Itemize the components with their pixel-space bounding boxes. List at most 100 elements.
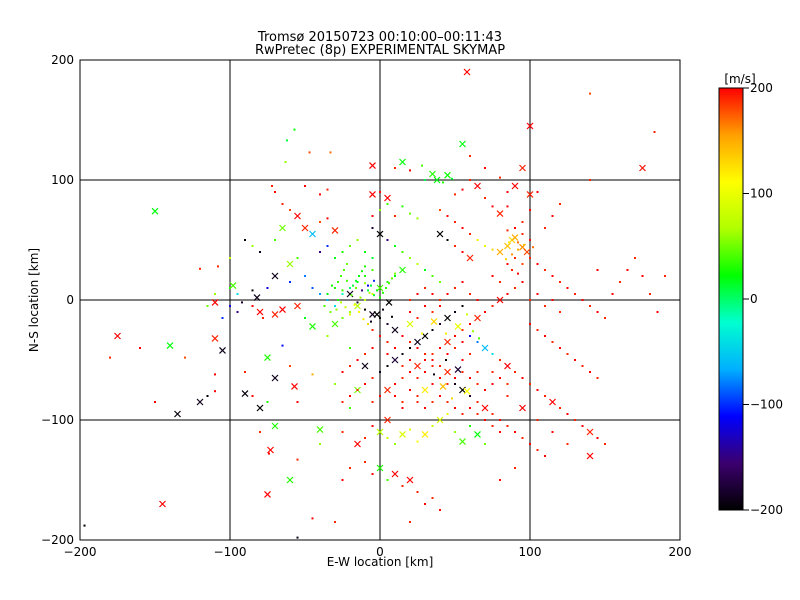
point-dot [529,239,531,241]
point-dot [664,275,666,277]
point-dot [484,389,486,391]
point-dot [469,353,471,355]
point-dot [244,239,246,241]
point-dot [506,425,509,427]
point-dot [337,281,339,283]
point-dot [476,239,479,241]
point-dot [409,428,411,431]
x-tick-label: 100 [519,545,542,559]
point-dot [334,287,336,289]
point-dot [386,353,389,355]
point-dot [416,263,419,265]
point-dot [371,425,374,427]
point-dot [431,359,434,361]
point-dot [461,251,464,253]
point-dot [379,191,381,193]
point-dot [581,365,584,367]
point-x-marker [253,294,261,302]
point-x-marker [376,230,384,238]
point-x-marker [586,428,594,436]
point-x-marker [454,366,462,374]
point-dot [206,305,209,307]
point-dot [371,473,374,475]
point-dot [409,521,411,523]
point-dot [461,359,464,361]
point-dot [356,239,359,241]
point-dot [409,371,411,373]
point-dot [401,205,404,208]
point-x-marker [511,234,519,242]
point-dot [386,479,389,481]
point-x-marker [376,428,384,436]
point-dot [259,431,261,433]
point-dot [364,275,366,277]
point-x-marker [459,386,466,394]
point-dot [461,341,464,343]
point-dot [379,209,381,211]
point-x-marker [331,320,339,328]
point-dot [454,245,456,247]
point-x-marker [444,171,451,179]
point-x-marker [436,416,444,424]
point-dot [394,395,396,397]
point-x-marker [384,416,391,424]
point-x-marker [414,362,421,370]
point-dot [241,301,243,304]
point-dot [364,251,366,253]
point-dot [499,431,501,433]
point-dot [439,377,441,379]
point-dot [251,305,254,307]
point-x-marker [211,298,219,306]
point-dot [596,311,599,313]
point-dot [364,383,366,385]
point-dot [416,347,419,349]
point-dot [343,269,345,271]
point-x-marker [384,194,391,202]
colorbar-tick-label: −200 [750,503,783,517]
point-dot [544,335,546,337]
point-dot [514,431,516,433]
point-dot [551,299,554,301]
point-x-marker [294,212,301,220]
point-dot [319,293,321,295]
point-dot [199,267,201,270]
point-dot [266,401,269,403]
point-dot [341,293,344,295]
point-dot [544,395,546,397]
point-dot [217,265,219,268]
point-dot [439,305,441,307]
point-dot [401,485,404,487]
point-x-marker [429,170,436,178]
point-x-marker [433,176,441,184]
point-x-marker [354,440,361,448]
point-dot [361,289,363,292]
plot-frame [79,59,681,541]
point-dot [454,347,456,349]
point-dot [394,383,396,385]
point-dot [214,373,216,376]
point-dot [446,383,449,385]
point-dot [476,299,479,301]
point-dot [544,227,546,229]
point-dot [581,299,584,301]
point-dot [379,317,381,319]
y-axis-ticks: −200 −100 0 100 200 [41,53,74,547]
point-dot [461,227,464,229]
point-dot [421,164,423,167]
point-x-marker [279,224,286,232]
point-x-marker [454,322,462,330]
point-dot [386,281,389,283]
point-x-marker [286,260,294,268]
point-x-marker [406,476,414,484]
point-dot [311,517,314,520]
point-x-marker [211,334,219,342]
x-tick-label: 200 [669,545,692,559]
point-dot [364,353,366,355]
point-dot [341,289,344,292]
point-dot [296,536,299,539]
point-dot [394,443,396,445]
point-dot [319,251,321,253]
point-x-marker [639,164,646,172]
point-dot [469,233,471,235]
point-dot [461,371,464,373]
